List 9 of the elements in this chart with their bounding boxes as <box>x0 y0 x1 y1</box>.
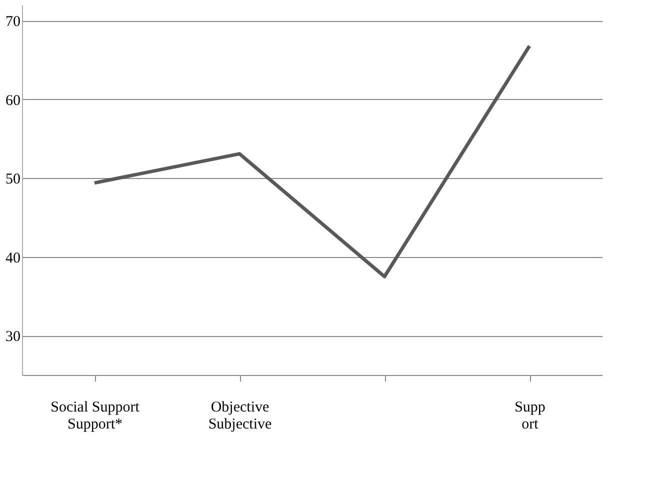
x-tick-label: Objective Subjective <box>208 400 272 432</box>
x-tick-label: Social Support Support* <box>50 400 140 432</box>
y-tick-label: 70 <box>6 14 20 30</box>
y-tick-label: 30 <box>6 329 20 346</box>
x-tick-label: Supp ort <box>514 400 546 432</box>
y-tick-label: 40 <box>6 250 20 266</box>
line-series <box>92 44 532 278</box>
y-tick-label: 50 <box>6 172 20 188</box>
y-tick-label: 60 <box>6 92 20 109</box>
